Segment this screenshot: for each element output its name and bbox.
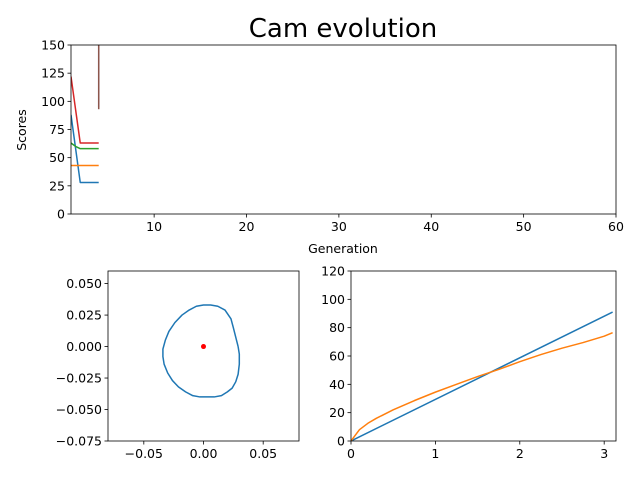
chart-title: Cam evolution — [249, 14, 437, 44]
x-tick-label: 3 — [600, 446, 608, 461]
y-tick-label: 100 — [321, 292, 345, 307]
y-tick-label: −0.075 — [56, 434, 102, 449]
data-point-marker — [201, 344, 206, 350]
series-line-3 — [71, 142, 99, 150]
y-tick-label: −0.025 — [56, 371, 102, 386]
y-tick-label: 20 — [329, 405, 345, 420]
y-tick-label: 0 — [337, 434, 345, 449]
series-line-1 — [162, 304, 241, 398]
x-tick-label: 0 — [347, 446, 355, 461]
x-axis-label: Generation — [308, 241, 378, 256]
x-tick-label: 50 — [516, 219, 532, 234]
y-axis-label: Scores — [14, 109, 29, 151]
x-tick-label: 40 — [423, 219, 439, 234]
y-tick-label: 25 — [49, 178, 65, 193]
series-line-1 — [71, 114, 99, 184]
y-tick-label: 0 — [57, 207, 65, 222]
y-tick-label: 0.000 — [66, 339, 102, 354]
x-tick-label: 0.00 — [190, 446, 218, 461]
y-tick-label: 80 — [329, 320, 345, 335]
plot-frame — [107, 270, 300, 442]
y-tick-label: 40 — [329, 377, 345, 392]
y-tick-label: 75 — [49, 122, 65, 137]
y-tick-label: 150 — [41, 38, 65, 53]
x-tick-label: 2 — [516, 446, 524, 461]
series-line-2 — [351, 331, 613, 441]
y-tick-label: 125 — [41, 66, 65, 81]
x-tick-label: 10 — [146, 219, 162, 234]
x-tick-label: 0.05 — [249, 446, 277, 461]
y-tick-label: 0.025 — [66, 308, 102, 323]
y-tick-label: −0.050 — [56, 402, 102, 417]
plot-frame — [350, 270, 617, 442]
x-tick-label: 20 — [239, 219, 255, 234]
top-axes: 10 20 30 40 50 60 0 25 50 75 100 125 150 — [41, 38, 624, 235]
y-tick-label: 50 — [49, 150, 65, 165]
x-tick-label: 60 — [608, 219, 624, 234]
series-line-4 — [71, 76, 99, 144]
plot-frame — [70, 44, 617, 215]
y-tick-label: 60 — [329, 349, 345, 364]
x-tick-label: −0.05 — [125, 446, 163, 461]
y-tick-label: 120 — [321, 264, 345, 279]
bottom-right-axes: 0 1 2 3 0 20 40 60 80 100 120 — [321, 264, 617, 461]
series-line-1 — [351, 311, 613, 441]
bottom-left-axes: −0.05 0.00 0.05 −0.075 −0.050 −0.025 0.000 0.02… — [56, 270, 300, 461]
y-tick-label: 100 — [41, 94, 65, 109]
x-tick-label: 1 — [431, 446, 439, 461]
y-tick-label: 0.050 — [66, 276, 102, 291]
x-tick-label: 30 — [331, 219, 347, 234]
